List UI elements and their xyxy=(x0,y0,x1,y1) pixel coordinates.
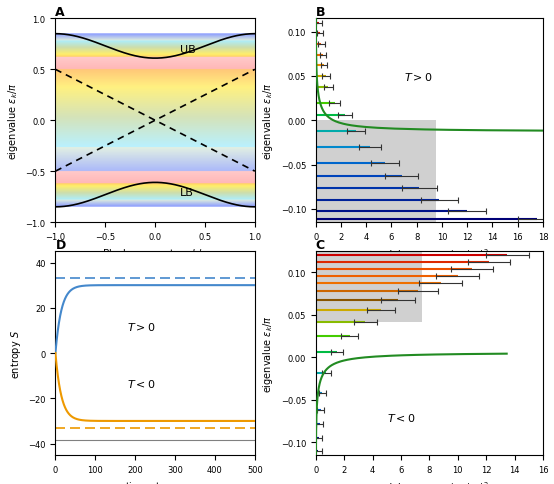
Y-axis label: eigenvalue $\varepsilon_k/\pi$: eigenvalue $\varepsilon_k/\pi$ xyxy=(6,82,20,160)
Text: $T > 0$: $T > 0$ xyxy=(404,71,433,83)
Text: B: B xyxy=(316,6,325,19)
X-axis label: modal occupancies $|c_k|^2$: modal occupancies $|c_k|^2$ xyxy=(370,247,489,263)
Text: C: C xyxy=(316,239,325,252)
Y-axis label: entropy $S$: entropy $S$ xyxy=(9,329,23,378)
Bar xyxy=(316,252,422,322)
Text: UB: UB xyxy=(180,45,196,55)
Text: $T < 0$: $T < 0$ xyxy=(127,377,156,389)
Y-axis label: eigenvalue $\varepsilon_k/\pi$: eigenvalue $\varepsilon_k/\pi$ xyxy=(261,82,275,160)
Text: $T < 0$: $T < 0$ xyxy=(387,411,416,423)
Text: LB: LB xyxy=(180,187,194,197)
Text: D: D xyxy=(55,239,66,252)
Text: A: A xyxy=(55,6,65,19)
Y-axis label: eigenvalue $\varepsilon_k/\pi$: eigenvalue $\varepsilon_k/\pi$ xyxy=(261,315,275,392)
Bar xyxy=(316,121,435,223)
X-axis label: Bloch momentum $k/\pi$: Bloch momentum $k/\pi$ xyxy=(102,247,208,260)
Text: $T > 0$: $T > 0$ xyxy=(127,321,156,333)
X-axis label: time step $m$: time step $m$ xyxy=(125,479,185,484)
X-axis label: modal occupancies $|c_k|^2$: modal occupancies $|c_k|^2$ xyxy=(370,479,489,484)
